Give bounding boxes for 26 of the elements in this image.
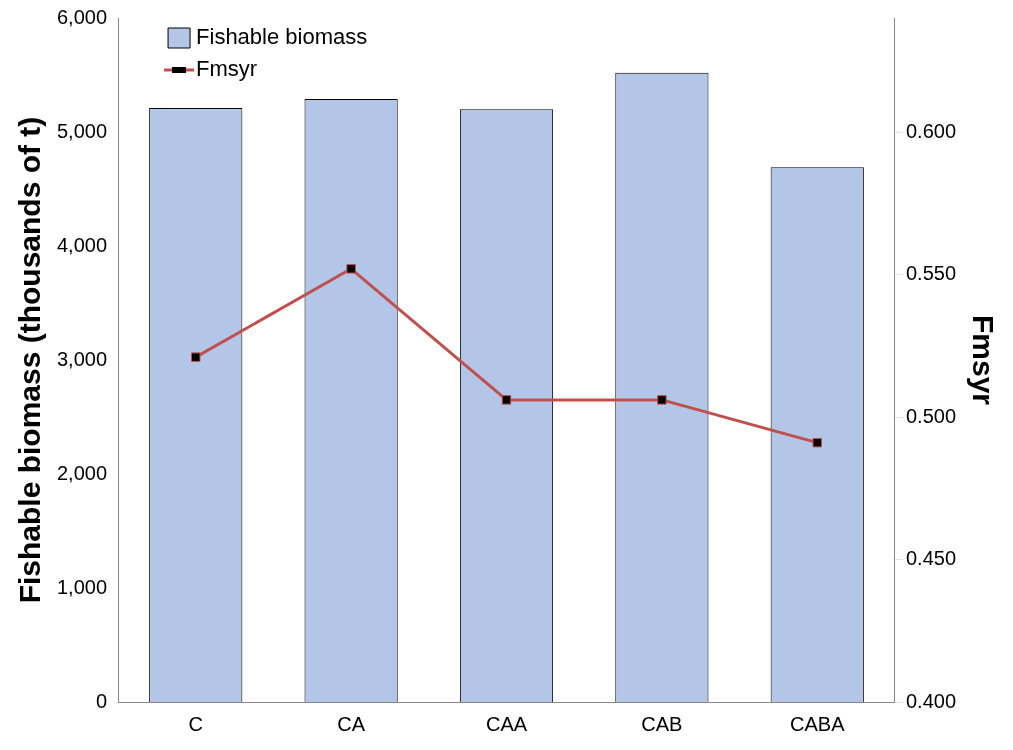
x-tick-label: CA	[337, 712, 366, 735]
y2-tick-label: 0.600	[905, 119, 957, 142]
y-tick-label: 6,000	[56, 5, 108, 28]
y2-tick-label: 0.550	[905, 262, 957, 285]
legend-label: Fmsyr	[196, 56, 258, 82]
x-tick-label: CAB	[641, 712, 683, 735]
x-tick-label: CABA	[790, 712, 846, 735]
y2-tick-label: 0.450	[905, 547, 957, 570]
point	[191, 352, 201, 362]
y2-axis-title: Fmsyr	[966, 314, 1000, 406]
point	[657, 395, 667, 405]
point	[501, 395, 512, 405]
y-tick-label: 4,000	[56, 233, 108, 256]
y-tick-label: 0	[95, 689, 108, 712]
point	[346, 264, 356, 274]
y-tick-label: 1,000	[56, 575, 108, 598]
y-tick-label: 3,000	[56, 347, 108, 370]
x-tick-label: C	[188, 712, 203, 735]
y-tick-label: 2,000	[56, 461, 108, 484]
y2-tick-label: 0.400	[905, 689, 957, 712]
point	[812, 437, 822, 448]
y2-tick-label: 0.500	[905, 404, 957, 427]
x-tick-label: CAA	[485, 712, 528, 735]
legend-label: Fishable biomass	[196, 24, 368, 50]
y-tick-label: 5,000	[56, 119, 108, 142]
y-axis-title: Fishable biomass (thousands of t)	[13, 116, 47, 604]
